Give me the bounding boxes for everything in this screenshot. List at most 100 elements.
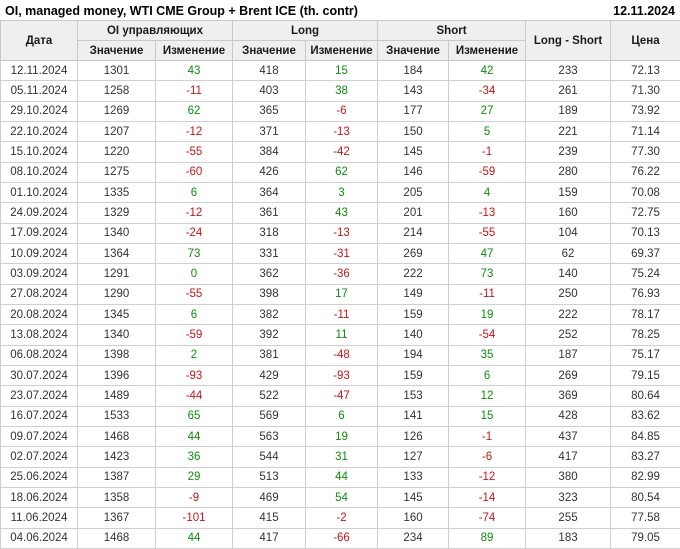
price-cell: 83.27	[611, 447, 680, 467]
oi-change-cell: 73	[156, 243, 233, 263]
oi-value-cell: 1340	[78, 325, 156, 345]
long-change-cell: 31	[306, 447, 378, 467]
date-cell: 25.06.2024	[1, 467, 78, 487]
long-value-cell: 563	[233, 426, 306, 446]
short-value-cell: 150	[378, 121, 449, 141]
date-cell: 18.06.2024	[1, 487, 78, 507]
long-value-cell: 544	[233, 447, 306, 467]
long-value-cell: 384	[233, 142, 306, 162]
long-short-cell: 417	[526, 447, 611, 467]
long-short-cell: 250	[526, 284, 611, 304]
price-cell: 82.99	[611, 467, 680, 487]
oi-value-cell: 1291	[78, 264, 156, 284]
short-value-cell: 234	[378, 528, 449, 548]
oi-change-cell: -24	[156, 223, 233, 243]
oi-change-cell: 65	[156, 406, 233, 426]
long-value-cell: 469	[233, 487, 306, 507]
long-value-cell: 364	[233, 182, 306, 202]
oi-change-cell: 29	[156, 467, 233, 487]
short-change-cell: 42	[449, 61, 526, 81]
long-short-cell: 160	[526, 203, 611, 223]
short-value-cell: 177	[378, 101, 449, 121]
long-short-cell: 380	[526, 467, 611, 487]
long-short-cell: 280	[526, 162, 611, 182]
oi-value-cell: 1345	[78, 304, 156, 324]
long-change-cell: -2	[306, 508, 378, 528]
col-group-long: Long	[233, 21, 378, 41]
short-change-cell: 73	[449, 264, 526, 284]
table-header: Дата OI управляющих Long Short Long - Sh…	[1, 21, 680, 61]
short-value-cell: 141	[378, 406, 449, 426]
date-cell: 24.09.2024	[1, 203, 78, 223]
short-value-cell: 126	[378, 426, 449, 446]
long-change-cell: -93	[306, 365, 378, 385]
long-change-cell: -6	[306, 101, 378, 121]
long-change-cell: -36	[306, 264, 378, 284]
long-change-cell: 19	[306, 426, 378, 446]
short-change-cell: 89	[449, 528, 526, 548]
col-subheader-oi-value: Значение	[78, 41, 156, 61]
price-cell: 78.17	[611, 304, 680, 324]
long-change-cell: 11	[306, 325, 378, 345]
short-change-cell: -54	[449, 325, 526, 345]
col-header-long-short: Long - Short	[526, 21, 611, 61]
date-cell: 03.09.2024	[1, 264, 78, 284]
short-value-cell: 149	[378, 284, 449, 304]
page-title: OI, managed money, WTI CME Group + Brent…	[5, 4, 358, 18]
col-subheader-oi-change: Изменение	[156, 41, 233, 61]
title-bar: OI, managed money, WTI CME Group + Brent…	[0, 0, 680, 20]
long-value-cell: 392	[233, 325, 306, 345]
long-value-cell: 318	[233, 223, 306, 243]
long-short-cell: 104	[526, 223, 611, 243]
oi-change-cell: 2	[156, 345, 233, 365]
short-change-cell: -6	[449, 447, 526, 467]
date-cell: 30.07.2024	[1, 365, 78, 385]
oi-change-cell: -60	[156, 162, 233, 182]
long-short-cell: 261	[526, 81, 611, 101]
oi-change-cell: -55	[156, 284, 233, 304]
date-cell: 11.06.2024	[1, 508, 78, 528]
long-value-cell: 418	[233, 61, 306, 81]
short-change-cell: -1	[449, 142, 526, 162]
short-change-cell: -13	[449, 203, 526, 223]
oi-value-cell: 1396	[78, 365, 156, 385]
oi-value-cell: 1423	[78, 447, 156, 467]
oi-change-cell: -59	[156, 325, 233, 345]
col-group-short: Short	[378, 21, 526, 41]
price-cell: 80.54	[611, 487, 680, 507]
price-cell: 83.62	[611, 406, 680, 426]
long-short-cell: 221	[526, 121, 611, 141]
short-change-cell: 15	[449, 406, 526, 426]
price-cell: 79.05	[611, 528, 680, 548]
short-change-cell: 12	[449, 386, 526, 406]
oi-value-cell: 1468	[78, 426, 156, 446]
short-value-cell: 160	[378, 508, 449, 528]
long-change-cell: 43	[306, 203, 378, 223]
long-value-cell: 569	[233, 406, 306, 426]
date-cell: 23.07.2024	[1, 386, 78, 406]
short-value-cell: 133	[378, 467, 449, 487]
long-value-cell: 398	[233, 284, 306, 304]
long-change-cell: 15	[306, 61, 378, 81]
long-change-cell: 44	[306, 467, 378, 487]
long-change-cell: -31	[306, 243, 378, 263]
price-cell: 69.37	[611, 243, 680, 263]
col-subheader-short-change: Изменение	[449, 41, 526, 61]
oi-change-cell: -101	[156, 508, 233, 528]
cot-data-table: Дата OI управляющих Long Short Long - Sh…	[0, 20, 680, 549]
date-cell: 05.11.2024	[1, 81, 78, 101]
long-change-cell: -42	[306, 142, 378, 162]
oi-change-cell: 43	[156, 61, 233, 81]
oi-change-cell: -12	[156, 203, 233, 223]
long-value-cell: 381	[233, 345, 306, 365]
oi-value-cell: 1335	[78, 182, 156, 202]
price-cell: 79.15	[611, 365, 680, 385]
